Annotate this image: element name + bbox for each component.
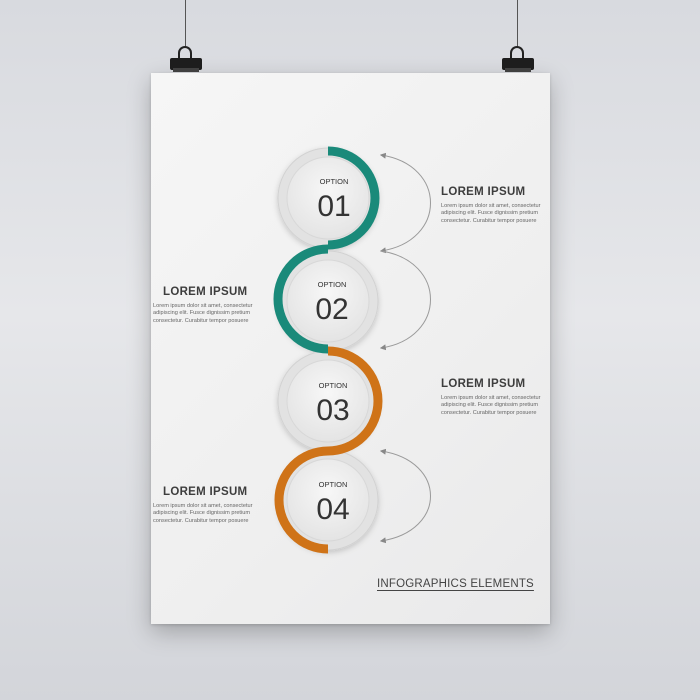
connector-arcs <box>379 152 431 544</box>
ribbon-segment-02 <box>273 244 329 354</box>
info-block-text: Lorem ipsum dolor sit amet, consectetur … <box>153 503 253 524</box>
option-label-1: OPTION <box>320 177 349 186</box>
option-label-4: OPTION <box>319 480 348 489</box>
binder-clip-right <box>502 46 534 76</box>
footer-title: INFOGRAPHICS ELEMENTS <box>377 578 534 590</box>
option-number-4: 04 <box>316 493 349 526</box>
connector-arc-2 <box>379 250 431 351</box>
info-block-title: LOREM IPSUM <box>163 286 248 298</box>
info-block-4: LOREM IPSUM Lorem ipsum dolor sit amet, … <box>149 486 259 525</box>
ribbon-segment-03 <box>327 346 383 456</box>
option-number-3: 03 <box>316 394 349 427</box>
option-label-3: OPTION <box>319 381 348 390</box>
info-block-2: LOREM IPSUM Lorem ipsum dolor sit amet, … <box>149 286 259 325</box>
colored-ribbon <box>273 146 383 554</box>
info-block-title: LOREM IPSUM <box>441 186 526 198</box>
hanging-wire-right <box>517 0 518 48</box>
connector-arc-1 <box>379 152 431 254</box>
info-block-text: Lorem ipsum dolor sit amet, consectetur … <box>441 203 541 224</box>
info-block-text: Lorem ipsum dolor sit amet, consectetur … <box>153 303 253 324</box>
ribbon-segment-01 <box>327 146 380 250</box>
option-labels: OPTION 01 OPTION 02 OPTION 03 OPTION 04 <box>315 177 350 526</box>
ring-inner <box>286 156 370 542</box>
option-label-2: OPTION <box>318 280 347 289</box>
info-block-text: Lorem ipsum dolor sit amet, consectetur … <box>441 395 541 416</box>
hanging-wire-left <box>185 0 186 48</box>
ribbon-segment-04 <box>274 446 329 554</box>
connector-arc-3 <box>379 448 431 544</box>
option-number-1: 01 <box>317 190 350 223</box>
info-block-3: LOREM IPSUM Lorem ipsum dolor sit amet, … <box>441 378 551 417</box>
info-block-1: LOREM IPSUM Lorem ipsum dolor sit amet, … <box>441 186 551 225</box>
option-number-2: 02 <box>315 293 348 326</box>
binder-clip-left <box>170 46 202 76</box>
info-block-title: LOREM IPSUM <box>441 378 526 390</box>
info-block-title: LOREM IPSUM <box>163 486 248 498</box>
poster-sheet: OPTION 01 OPTION 02 OPTION 03 OPTION 04 … <box>151 73 550 624</box>
infographic-artwork: OPTION 01 OPTION 02 OPTION 03 OPTION 04 <box>273 146 431 554</box>
